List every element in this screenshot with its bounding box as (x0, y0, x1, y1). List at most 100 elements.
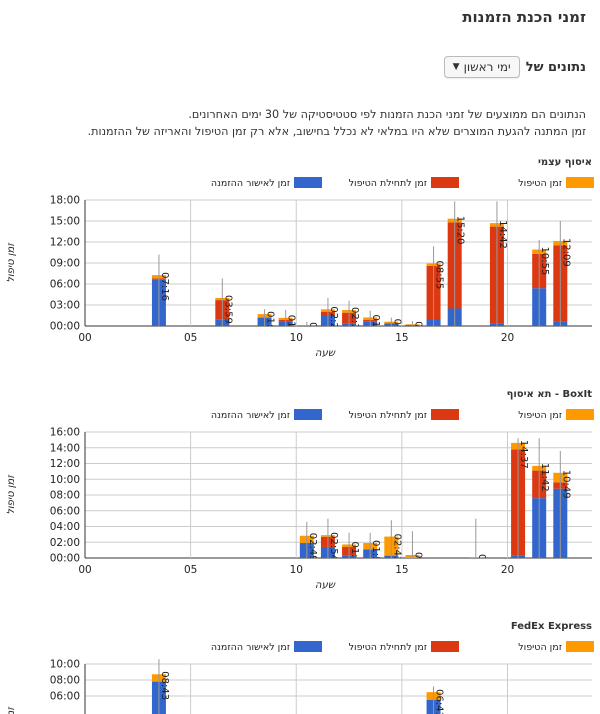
y-tick-label: 14:00 (50, 442, 80, 454)
data-label: 14:37 (518, 440, 529, 469)
data-label: 00:23 (412, 552, 423, 581)
description-line-1: הנתונים הם ממוצעים של זמני הכנת הזמנות ל… (188, 108, 586, 121)
y-tick-label: 06:00 (50, 279, 80, 291)
legend-item-approve: זמן לאישור ההזמנה (211, 177, 322, 189)
chart-title: BoxIt - תא איסוף (506, 389, 592, 400)
bar-18: 00:07 (468, 518, 487, 558)
legend-item-start: זמן לתחילת הטיפול (349, 409, 459, 421)
x-axis-label: שעה (315, 348, 336, 359)
y-tick-label: 06:00 (50, 505, 80, 517)
data-label: 00:08 (307, 322, 318, 351)
y-axis-label: זמן טיפול (6, 706, 17, 714)
x-tick-label: 00 (78, 332, 91, 344)
x-tick-label: 10 (290, 332, 303, 344)
legend-item-total: זמן הטיפול (518, 177, 594, 189)
legend-item-approve: זמן לאישור ההזמנה (211, 641, 322, 653)
chart-svg: זמן הטיפול זמן לתחילת הטיפול זמן לאישור הה… (6, 641, 594, 714)
y-tick-label: 08:00 (50, 490, 80, 502)
legend-label: זמן לאישור ההזמנה (211, 178, 290, 189)
data-label: 08:43 (159, 671, 170, 700)
bars-group: 07:16 03:59 01:41 01:10 00:08 02:23 02:17 01:13… (151, 201, 571, 351)
day-select[interactable]: ימי ראשון ▼ (443, 56, 520, 78)
y-tick-label: 06:00 (50, 691, 80, 703)
legend-swatch (431, 409, 459, 420)
bar-17: 15:20 (447, 201, 466, 326)
data-label: 10:49 (560, 470, 571, 499)
bar-21: 11:42 (532, 438, 550, 558)
y-tick-label: 03:00 (50, 300, 80, 312)
bar-19: 14:42 (489, 201, 508, 326)
legend-swatch (431, 177, 459, 188)
data-label: 00:37 (391, 319, 402, 348)
x-tick-label: 20 (501, 332, 514, 344)
data-label: 02:43 (391, 534, 402, 563)
chart-title: FedEx Express (510, 621, 592, 632)
bar-22: 12:09 (553, 221, 571, 326)
data-filter: נתונים של ימי ראשון ▼ (443, 56, 586, 78)
bar-12: 02:17 (342, 300, 360, 336)
bars-group: 02:49 02:54 01:43 01:54 02:43 00:23 00:07 14:37… (299, 438, 571, 581)
x-tick-label: 00 (78, 564, 91, 576)
page-title: זמני הכנת הזמנות (462, 8, 586, 26)
y-tick-label: 16:00 (50, 427, 80, 439)
x-tick-label: 15 (395, 332, 408, 344)
bar-6: 03:59 (215, 278, 233, 326)
data-label: 02:54 (328, 532, 339, 561)
data-label: 06:41 (434, 689, 445, 714)
bar-22: 10:49 (553, 450, 571, 558)
data-label: 01:54 (370, 540, 381, 569)
bar-3: 07:16 (151, 254, 170, 326)
bar-16: 06:41 (426, 686, 445, 714)
data-label: 01:43 (349, 541, 360, 570)
bar-21: 10:55 (532, 239, 550, 326)
data-label: 15:20 (455, 216, 466, 245)
data-label: 07:16 (159, 272, 170, 301)
bar-12: 01:43 (342, 532, 360, 570)
x-tick-label: 05 (184, 564, 197, 576)
legend-item-total: זמן הטיפול (518, 641, 594, 653)
chart-svg: זמן הטיפול זמן לתחילת הטיפול זמן לאישור הה… (6, 409, 594, 591)
legend-label: זמן לתחילת הטיפול (349, 178, 427, 189)
bar-11: 02:54 (320, 518, 339, 561)
x-tick-label: 15 (395, 564, 408, 576)
data-label: 02:17 (349, 307, 360, 336)
data-label: 00:15 (412, 321, 423, 350)
y-axis-label: זמן טיפול (6, 474, 17, 515)
bar-14: 00:37 (384, 317, 402, 348)
data-label: 03:59 (222, 295, 233, 324)
data-label: 11:42 (539, 463, 550, 492)
bars-group: 08:43 06:41 (151, 659, 445, 714)
data-label: 12:09 (560, 238, 571, 267)
y-tick-label: 04:00 (50, 521, 80, 533)
chart-svg: זמן הטיפול זמן לתחילת הטיפול זמן לאישור הה… (6, 177, 594, 359)
y-tick-label: 15:00 (50, 216, 80, 228)
bar-10: 02:49 (299, 521, 318, 558)
data-label: 01:41 (265, 311, 276, 340)
description: הנתונים הם ממוצעים של זמני הכנת הזמנות ל… (88, 106, 586, 140)
y-tick-label: 00:00 (50, 553, 80, 565)
bar-8: 01:41 (257, 309, 276, 340)
legend-label: זמן הטיפול (518, 410, 562, 421)
legend-item-total: זמן הטיפול (518, 409, 594, 421)
legend-swatch (294, 177, 322, 188)
y-tick-label: 12:00 (50, 237, 80, 249)
description-line-2: זמן המתנה להגעת המוצרים שלא היו במלאי לא… (87, 125, 586, 138)
legend-label: זמן הטיפול (518, 178, 562, 189)
legend-swatch (566, 409, 594, 420)
y-axis-label: זמן טיפול (6, 242, 17, 283)
legend-swatch (294, 409, 322, 420)
bar-16: 08:55 (426, 246, 445, 326)
bar-11: 02:23 (320, 298, 339, 326)
chart-fedex: זמן הטיפול זמן לתחילת הטיפול זמן לאישור הה… (0, 619, 600, 714)
legend-label: זמן הטיפול (518, 642, 562, 653)
legend-label: זמן לתחילת הטיפול (349, 410, 427, 421)
bar-15: 00:15 (405, 321, 423, 350)
legend-label: זמן לאישור ההזמנה (211, 642, 290, 653)
y-tick-label: 02:00 (50, 537, 80, 549)
data-label: 01:10 (286, 315, 297, 344)
legend-item-start: זמן לתחילת הטיפול (349, 177, 459, 189)
chevron-down-icon: ▼ (452, 62, 460, 72)
y-tick-label: 09:00 (50, 258, 80, 270)
bar-15: 00:23 (405, 531, 423, 581)
legend-swatch (566, 177, 594, 188)
